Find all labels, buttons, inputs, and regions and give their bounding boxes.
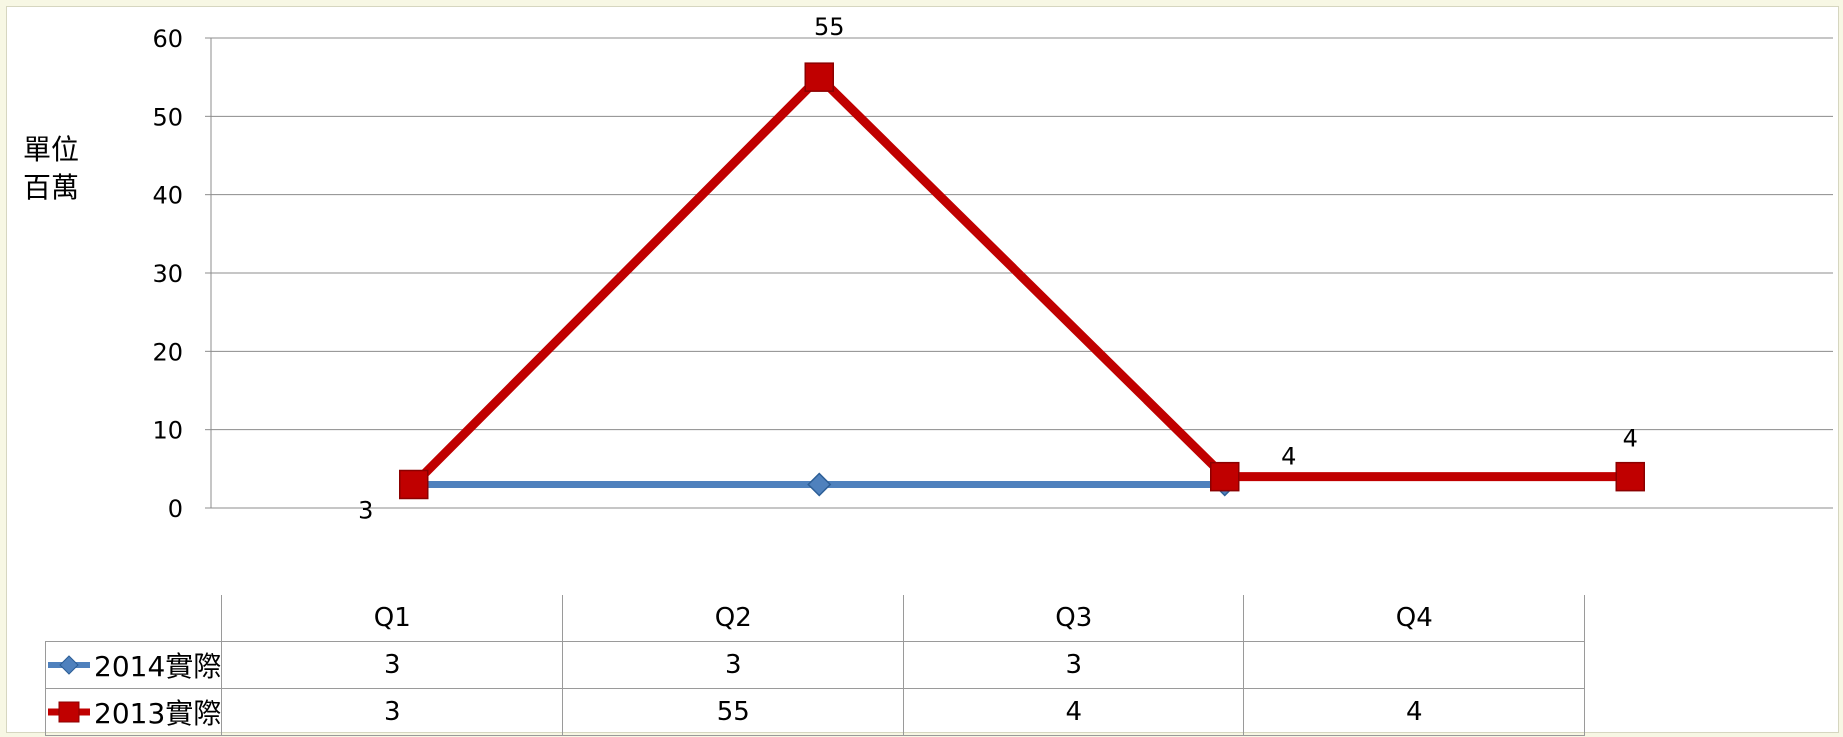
legend-entry-2014: 2014實際 xyxy=(44,641,223,689)
data-point-diamond xyxy=(807,472,832,497)
y-tick-label: 30 xyxy=(152,260,183,288)
unit-label-line-1: 單位 xyxy=(23,133,80,166)
y-tick-label: 40 xyxy=(152,182,183,210)
category-header: Q1 xyxy=(221,595,564,642)
table-cell xyxy=(1243,641,1586,689)
legend-entry-2013: 2013實際 xyxy=(44,688,223,736)
category-header: Q3 xyxy=(903,595,1245,642)
table-cell: 4 xyxy=(1243,688,1586,736)
data-table: Q1 Q2 Q3 Q4 2014實際 3 3 3 xyxy=(44,595,1586,736)
data-point-square xyxy=(1210,461,1240,492)
table-cell: 3 xyxy=(221,641,564,689)
y-tick-label: 50 xyxy=(152,103,183,131)
category-header: Q4 xyxy=(1243,595,1586,642)
chart-area: 單位 百萬 0 10 20 30 40 50 60 3 55 4 4 Q1 Q2 Q3 Q4 201… xyxy=(6,6,1839,736)
y-tick-label: 0 xyxy=(168,495,183,523)
legend-key-square-icon xyxy=(48,701,90,723)
data-point-square xyxy=(399,469,429,500)
data-label: 4 xyxy=(1281,443,1296,471)
legend-key-diamond-icon xyxy=(48,655,90,675)
table-row: 2013實際 3 55 4 4 xyxy=(44,688,1586,736)
y-tick-label: 60 xyxy=(152,25,183,53)
unit-label-line-2: 百萬 xyxy=(23,171,80,204)
data-label: 55 xyxy=(814,13,845,41)
table-cell: 3 xyxy=(562,641,905,689)
table-cell: 55 xyxy=(562,688,905,736)
line-chart: 0 10 20 30 40 50 60 3 55 4 4 xyxy=(152,13,1833,525)
table-row: 2014實際 3 3 3 xyxy=(44,641,1586,689)
data-label: 3 xyxy=(358,497,373,525)
data-label: 4 xyxy=(1623,425,1638,453)
table-cell: 4 xyxy=(903,688,1245,736)
y-tick-label: 20 xyxy=(152,338,183,366)
legend-label: 2013實際 xyxy=(94,697,222,730)
category-header: Q2 xyxy=(562,595,905,642)
y-tick-label: 10 xyxy=(152,417,183,445)
category-header-row: Q1 Q2 Q3 Q4 xyxy=(46,595,1586,642)
legend-label: 2014實際 xyxy=(94,650,222,683)
unit-label: 單位 百萬 xyxy=(23,131,79,207)
table-corner xyxy=(46,595,222,642)
data-point-square xyxy=(1615,461,1645,492)
table-cell: 3 xyxy=(221,688,564,736)
series-line-1 xyxy=(409,72,1635,489)
data-point-square xyxy=(804,62,834,92)
table-cell: 3 xyxy=(903,641,1245,689)
